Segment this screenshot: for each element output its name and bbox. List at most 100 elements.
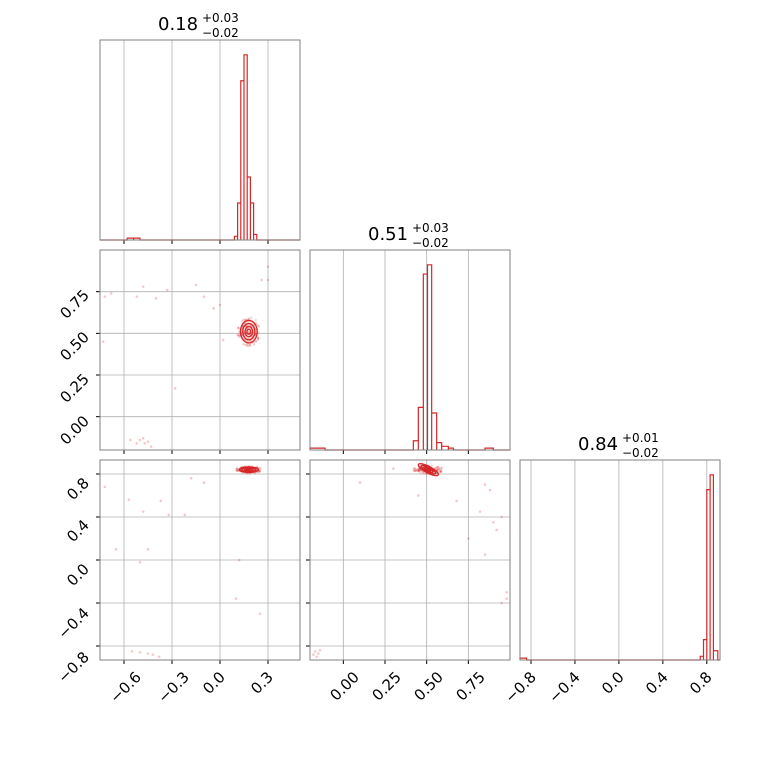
scatter-point bbox=[313, 650, 317, 653]
scatter-point bbox=[135, 295, 139, 298]
scatter-point bbox=[129, 438, 132, 442]
scatter-point bbox=[236, 326, 240, 329]
title-minus: −0.02 bbox=[202, 26, 239, 40]
scatter-point bbox=[235, 469, 238, 472]
scatter-point bbox=[143, 442, 147, 445]
scatter-point bbox=[413, 467, 417, 470]
scatter-point bbox=[167, 513, 171, 517]
scatter-point bbox=[438, 467, 441, 471]
density-contour bbox=[417, 463, 440, 477]
panel-frame bbox=[99, 39, 301, 241]
scatter-point bbox=[257, 324, 261, 328]
panel-frame bbox=[519, 459, 721, 661]
scatter-point bbox=[257, 331, 260, 334]
scatter-point bbox=[258, 470, 261, 473]
scatter-point bbox=[414, 469, 417, 473]
scatter-point bbox=[422, 472, 425, 475]
title-minus: −0.02 bbox=[412, 236, 449, 250]
panel-frame bbox=[309, 459, 511, 661]
scatter-point bbox=[440, 468, 443, 472]
title-plus: +0.03 bbox=[412, 221, 449, 235]
title-param-2: 0.51 +0.03 −0.02 bbox=[368, 221, 449, 250]
scatter-point bbox=[245, 343, 248, 346]
scatter-point bbox=[258, 470, 261, 473]
scatter-point bbox=[500, 515, 503, 519]
scatter-point bbox=[417, 470, 420, 473]
density-contour bbox=[241, 466, 257, 473]
scatter-point bbox=[436, 466, 439, 469]
scatter-point bbox=[103, 295, 107, 298]
scatter-point bbox=[436, 465, 439, 468]
scatter-point bbox=[212, 307, 215, 310]
scatter-point bbox=[235, 467, 239, 470]
scatter-point bbox=[439, 470, 443, 474]
scatter-point bbox=[318, 649, 322, 652]
scatter-point bbox=[478, 510, 482, 513]
scatter-point bbox=[430, 464, 433, 467]
scatter-point bbox=[483, 483, 487, 487]
scatter-point bbox=[258, 612, 262, 616]
scatter-point bbox=[189, 476, 193, 480]
scatter-point bbox=[248, 344, 251, 347]
scatter-point bbox=[237, 327, 241, 330]
scatter-point bbox=[413, 469, 417, 472]
scatter-point bbox=[414, 469, 418, 472]
scatter-point bbox=[247, 330, 251, 334]
scatter-point bbox=[236, 467, 239, 471]
scatter-point bbox=[234, 597, 238, 601]
density-contour bbox=[244, 325, 254, 338]
scatter-panel-param-2-vs-3 bbox=[306, 459, 511, 664]
scatter-point bbox=[436, 468, 439, 471]
scatter-point bbox=[240, 320, 244, 323]
scatter-point bbox=[236, 469, 240, 473]
scatter-point bbox=[417, 469, 421, 472]
scatter-point bbox=[418, 469, 421, 472]
scatter-point bbox=[259, 467, 262, 470]
scatter-point bbox=[417, 468, 420, 471]
scatter-point bbox=[413, 467, 416, 470]
scatter-point bbox=[141, 437, 145, 440]
scatter-point bbox=[243, 343, 247, 347]
scatter-point bbox=[146, 440, 150, 443]
scatter-point bbox=[146, 652, 150, 655]
scatter-point bbox=[141, 285, 145, 288]
scatter-panel-param-1-vs-3 bbox=[96, 459, 301, 664]
scatter-point bbox=[315, 655, 318, 659]
scatter-point bbox=[149, 445, 153, 448]
scatter-point bbox=[241, 342, 245, 346]
scatter-point bbox=[436, 469, 439, 472]
scatter-point bbox=[467, 537, 470, 540]
title-value: 0.51 bbox=[368, 224, 408, 245]
scatter-point bbox=[256, 337, 260, 340]
scatter-point bbox=[392, 467, 395, 470]
panel-frame bbox=[99, 459, 301, 661]
scatter-point bbox=[236, 333, 240, 336]
scatter-point bbox=[202, 481, 206, 484]
density-contour bbox=[246, 328, 252, 335]
scatter-point bbox=[127, 498, 131, 502]
scatter-point bbox=[505, 590, 508, 594]
scatter-point bbox=[488, 488, 492, 492]
density-contour bbox=[420, 464, 437, 475]
scatter-point bbox=[258, 466, 261, 470]
scatter-point bbox=[434, 466, 437, 470]
title-plus: +0.01 bbox=[622, 431, 659, 445]
scatter-point bbox=[173, 387, 177, 390]
title-value: 0.84 bbox=[578, 434, 618, 455]
scatter-point bbox=[257, 338, 260, 341]
scatter-point bbox=[135, 442, 139, 445]
title-value: 0.18 bbox=[158, 14, 198, 35]
scatter-point bbox=[202, 295, 206, 298]
scatter-point bbox=[254, 318, 257, 322]
scatter-point bbox=[438, 469, 441, 472]
histogram-step-line bbox=[100, 54, 300, 241]
scatter-point bbox=[312, 653, 315, 656]
title-plus: +0.03 bbox=[202, 11, 239, 25]
scatter-point bbox=[412, 469, 415, 472]
scatter-point bbox=[412, 469, 416, 472]
scatter-point bbox=[266, 265, 270, 268]
scatter-point bbox=[109, 292, 113, 295]
scatter-point bbox=[417, 467, 420, 470]
scatter-point bbox=[440, 466, 444, 470]
